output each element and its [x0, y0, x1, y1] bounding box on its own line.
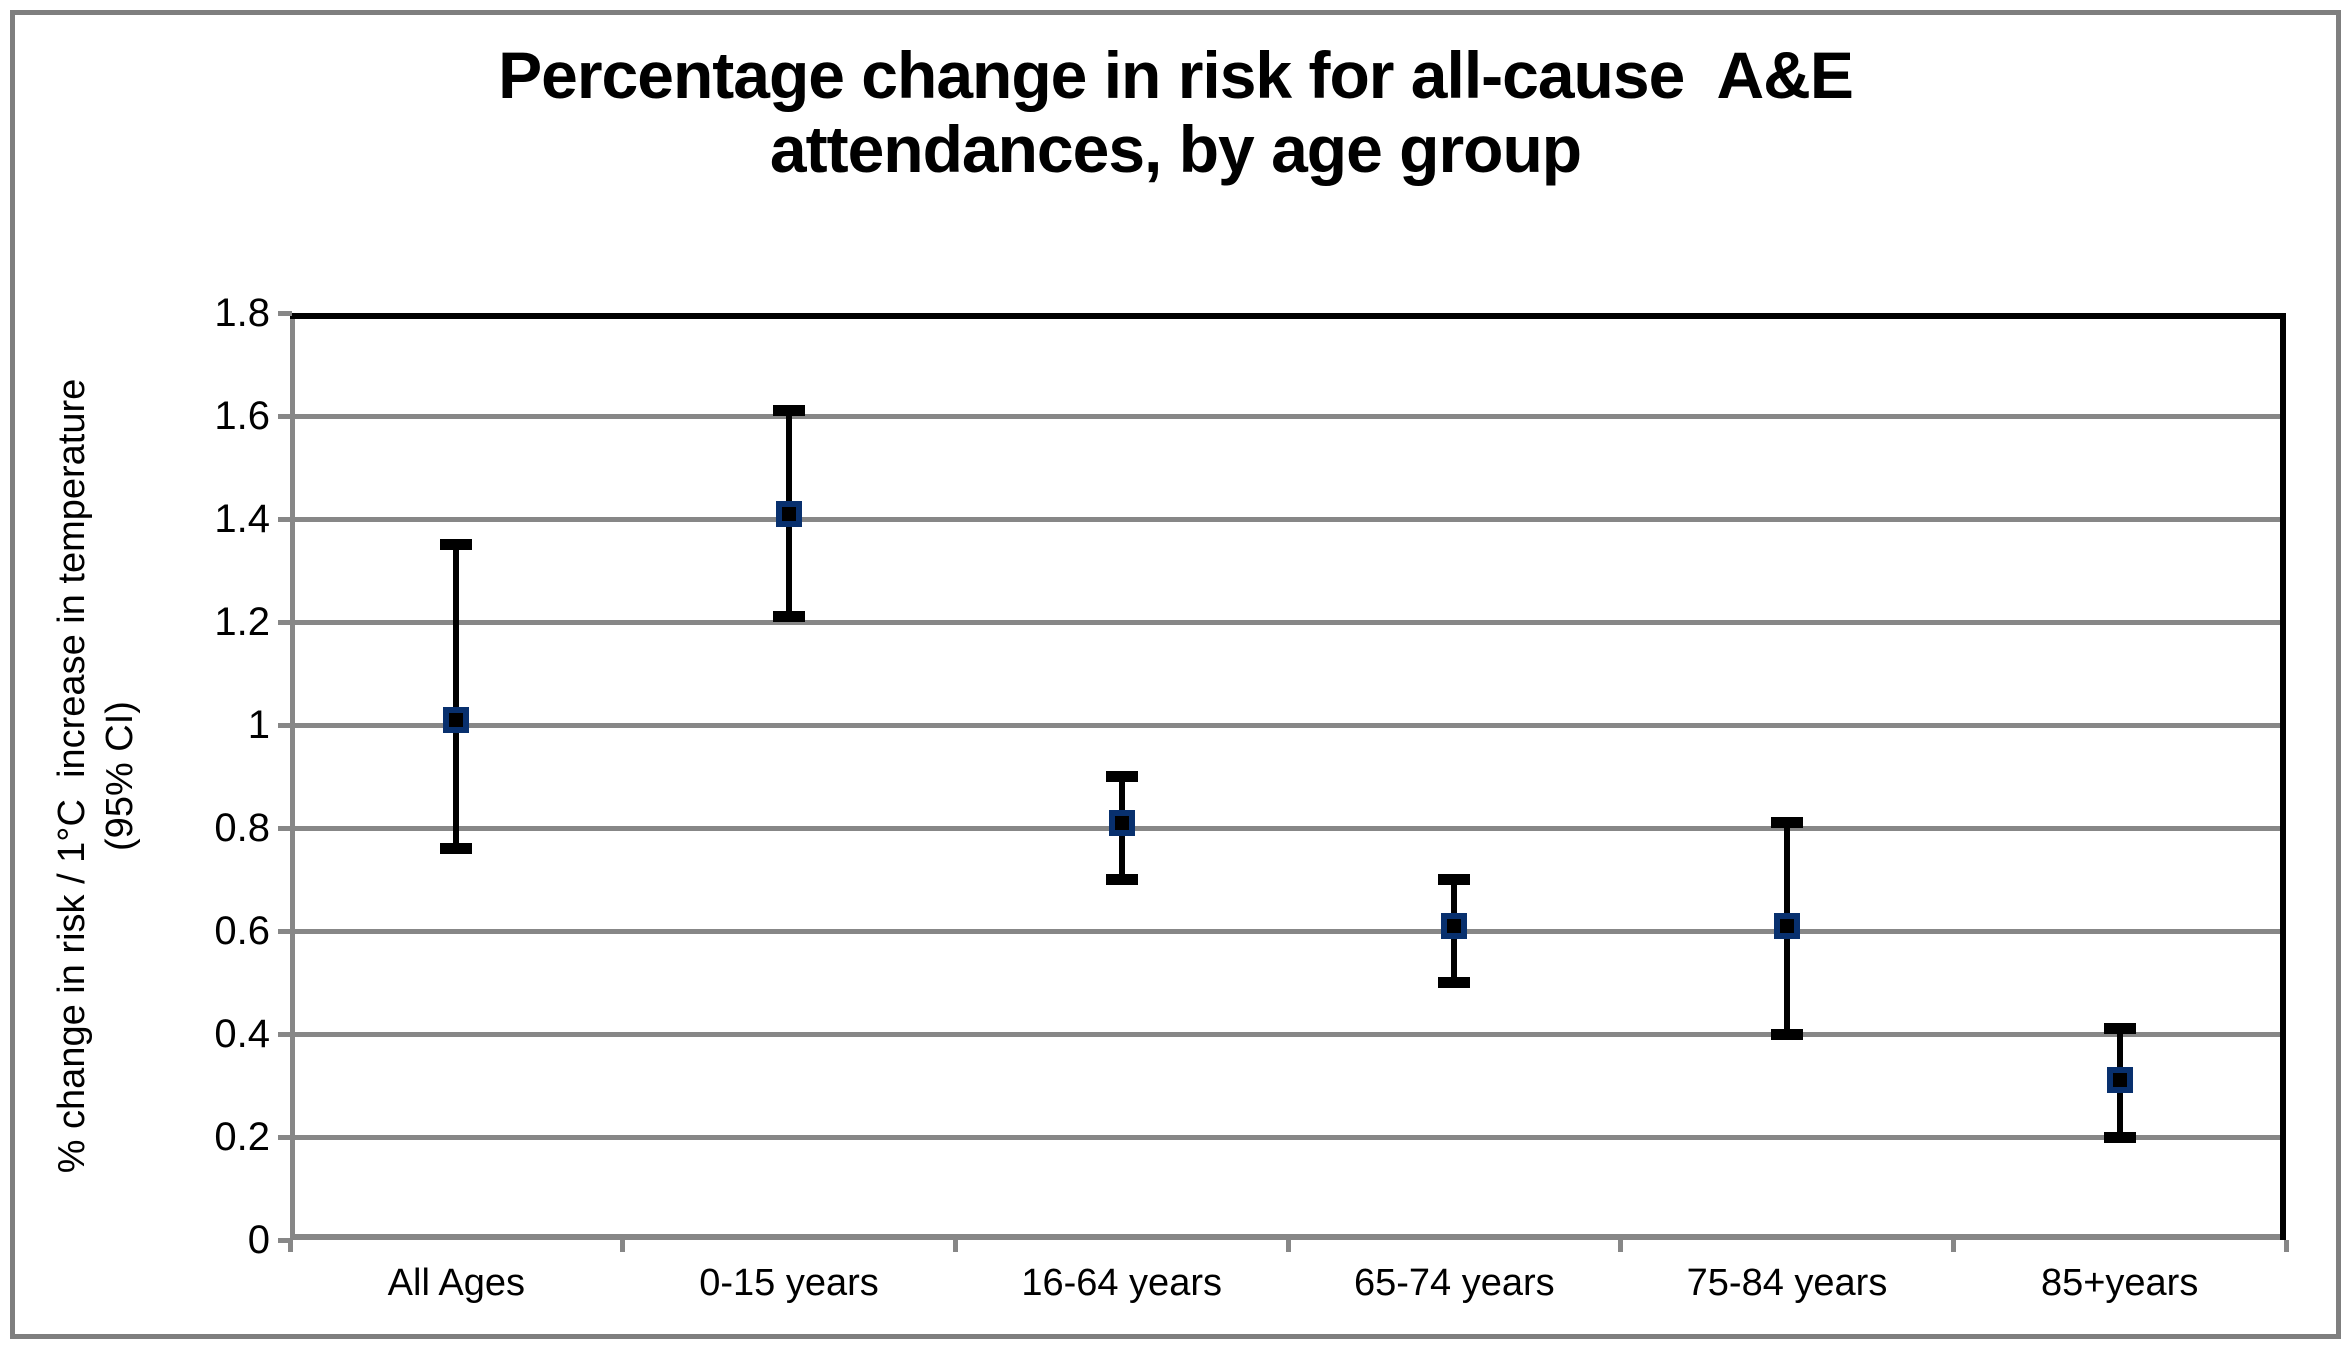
gridline-y-1.4 [290, 516, 2286, 522]
y-tick-label-0.4: 0.4 [214, 1012, 270, 1056]
y-axis-tick [278, 1237, 292, 1243]
y-tick-label-0.6: 0.6 [214, 909, 270, 953]
x-axis-line [290, 1234, 2286, 1240]
y-axis-tick [278, 310, 292, 316]
x-tick-label-1: 0-15 years [699, 1262, 879, 1304]
x-tick-label-0: All Ages [387, 1262, 525, 1304]
gridline-y-0.2 [290, 1134, 2286, 1140]
gridline-y-1 [290, 722, 2286, 728]
y-tick-label-0.8: 0.8 [214, 806, 270, 850]
x-axis-tick [287, 1240, 293, 1252]
y-axis-tick [278, 928, 292, 934]
y-axis-tick [278, 619, 292, 625]
error-bar-cap-bottom [1771, 1028, 1803, 1040]
y-tick-label-0: 0 [247, 1218, 270, 1262]
gridline-y-0.6 [290, 928, 2286, 934]
x-axis-tick [2283, 1240, 2289, 1252]
error-bar-cap-top [440, 539, 473, 551]
error-bar-cap-top [773, 405, 805, 417]
plot-area [287, 313, 2289, 1252]
data-point-marker [1441, 912, 1468, 939]
x-axis-tick [1618, 1240, 1624, 1252]
y-axis-line [290, 313, 295, 1240]
x-tick-label-2: 16-64 years [1021, 1262, 1222, 1304]
data-point-marker [1774, 912, 1800, 939]
y-axis-tick [278, 825, 292, 831]
x-axis-tick [620, 1240, 626, 1252]
error-bar-cap-bottom [440, 843, 473, 855]
x-tick-label-5: 85+years [2040, 1262, 2199, 1304]
error-bar-cap-top [1105, 771, 1138, 782]
gridline-y-0.4 [290, 1031, 2286, 1037]
y-axis-tick [278, 413, 292, 419]
error-bar-cap-bottom [773, 611, 805, 623]
y-tick-label-0.2: 0.2 [214, 1115, 270, 1159]
data-point-marker [2106, 1067, 2133, 1094]
error-bar-cap-top [1771, 817, 1803, 829]
x-axis-tick [952, 1240, 958, 1252]
y-axis-tick [278, 1031, 292, 1037]
y-axis-tick [278, 1134, 292, 1140]
gridline-y-1.6 [290, 413, 2286, 419]
gridline-y-0.8 [290, 825, 2286, 831]
plot-border-right [2280, 313, 2286, 1240]
y-tick-label-1.2: 1.2 [214, 600, 270, 644]
x-axis-tick [1950, 1240, 1956, 1252]
y-axis-tick [278, 516, 292, 522]
data-point-marker [776, 500, 802, 527]
x-tick-label-3: 65-74 years [1353, 1262, 1555, 1304]
plot-border-top [290, 313, 2286, 319]
y-tick-label-1: 1 [247, 703, 270, 747]
chart-title-line1: Percentage change in risk for all-cause … [498, 38, 1854, 112]
gridline-y-1.2 [290, 619, 2286, 625]
y-axis-tick [278, 722, 292, 728]
data-point-marker [443, 706, 470, 733]
error-bar-cap-bottom [2103, 1131, 2136, 1143]
error-bar-cap-top [1438, 874, 1471, 885]
y-tick-label-1.4: 1.4 [214, 497, 270, 541]
x-axis-tick [1285, 1240, 1291, 1252]
error-bar-cap-bottom [1438, 977, 1471, 988]
error-bar-cap-top [2103, 1023, 2136, 1035]
y-tick-label-1.8: 1.8 [214, 291, 270, 335]
y-tick-label-1.6: 1.6 [214, 394, 270, 438]
x-tick-label-4: 75-84 years [1686, 1262, 1888, 1304]
error-bar-cap-bottom [1105, 874, 1138, 885]
data-point-marker [1108, 809, 1135, 836]
error-bar [453, 544, 460, 849]
chart-title: Percentage change in risk for all-cause … [0, 38, 2351, 186]
chart-title-line2: attendances, by age group [769, 112, 1582, 186]
